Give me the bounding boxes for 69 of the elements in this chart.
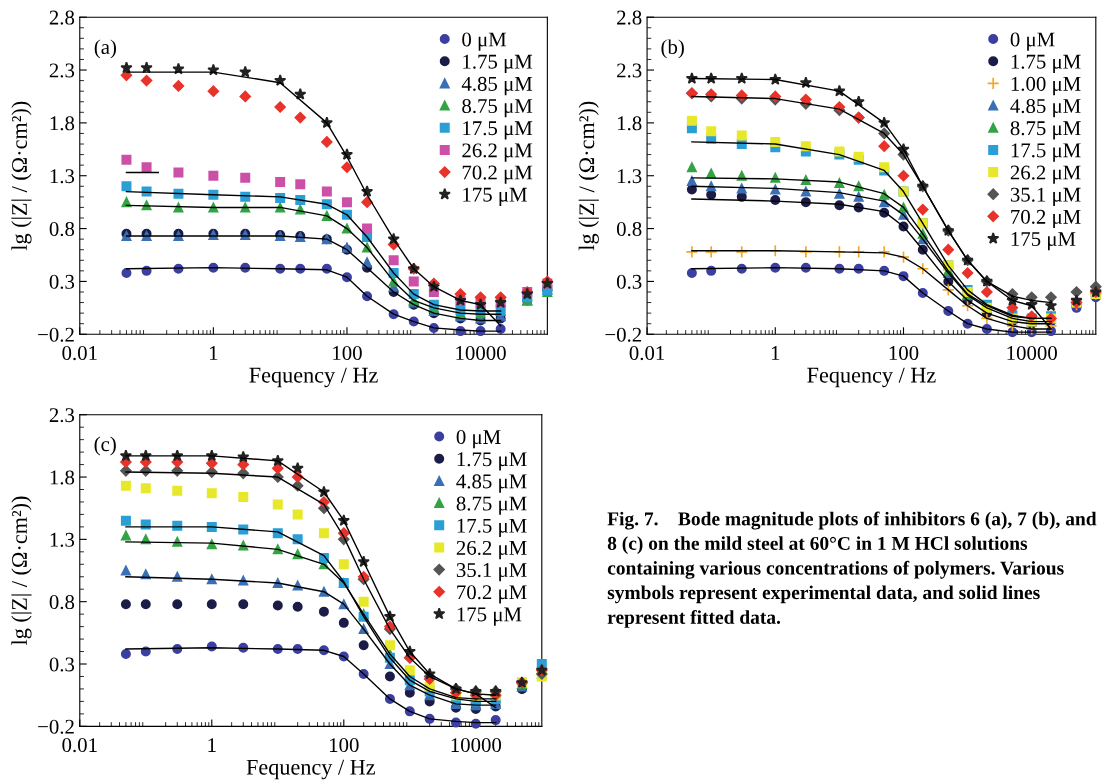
y-tick-label: 0.3 (49, 274, 75, 289)
legend-label: 26.2 μM (462, 143, 533, 162)
legend-label: 8.75 μM (462, 98, 533, 118)
legend-label: 1.75 μM (1011, 54, 1081, 73)
x-tick-label: 100 (330, 738, 359, 753)
annotation: (a) (94, 39, 117, 59)
legend-label: 1.75 μM (457, 452, 527, 471)
x-tick-label: 1 (209, 346, 218, 360)
legend-label: 175 μM (463, 187, 527, 206)
legend-label: 0 μM (1010, 32, 1055, 51)
y-tick-label: 2.3 (49, 408, 75, 423)
legend-label: 0 μM (456, 430, 501, 449)
y-tick-label: 1.8 (50, 470, 75, 485)
x-tick-label: 100 (889, 345, 919, 361)
x-axis-title: Fequency / Hz (249, 367, 378, 388)
legend-label: 4.85 μM (1010, 98, 1081, 118)
x-tick-label: 0.01 (629, 345, 665, 361)
y-tick-label: 0.3 (616, 274, 642, 289)
y-axis-title: lg (|Z| / (Ω·cm²)) (11, 101, 32, 251)
legend-label: 175 μM (457, 607, 522, 626)
y-tick-label: 1.3 (618, 169, 642, 184)
y-axis-title: lg (|Z| / (Ω·cm²)) (11, 496, 32, 646)
legend-label: 1.00 μM (1011, 76, 1081, 96)
legend-label: 175 μM (1011, 232, 1076, 251)
y-tick-label: 2.8 (617, 10, 642, 25)
legend-label: 1.75 μM (463, 54, 533, 73)
legend-label: 17.5 μM (457, 518, 527, 537)
y-tick-label: −0.2 (605, 327, 642, 342)
annotation: (c) (94, 436, 116, 456)
legend-label: 8.75 μM (1010, 121, 1081, 140)
y-tick-label: 0.8 (49, 221, 75, 237)
legend-label: 4.85 μM (461, 76, 533, 96)
legend-label: 35.1 μM (456, 563, 527, 582)
x-tick-label: 1 (208, 738, 216, 752)
x-tick-label: 0.01 (62, 738, 97, 753)
y-tick-label: 0.3 (49, 657, 75, 672)
legend-label: 17.5 μM (1011, 143, 1081, 162)
y-tick-label: 0.8 (49, 595, 75, 610)
y-tick-label: −0.2 (38, 719, 74, 734)
x-tick-label: 100 (333, 345, 362, 361)
legend-label: 26.2 μM (456, 540, 527, 560)
x-axis-title: Fequency / Hz (807, 367, 936, 388)
y-tick-label: 2.3 (617, 63, 642, 78)
legend-label: 26.2 μM (1010, 165, 1081, 184)
y-tick-label: 1.3 (50, 169, 75, 184)
y-axis-title: lg (|Z| / (Ω·cm²)) (578, 101, 599, 251)
legend-label: 70.2 μM (462, 165, 533, 184)
y-tick-label: 1.3 (50, 532, 75, 547)
x-tick-label: 1 (771, 346, 780, 360)
y-tick-label: 2.8 (49, 10, 75, 25)
y-tick-label: 2.3 (49, 63, 75, 78)
legend-label: 70.2 μM (457, 585, 527, 604)
caption: Fig. 7. Bode magnitude plots of inhibitors 6 (a), 7 (b), and 8 (c) on the mild steel at 60°C in 1 M HCl solutions containing various concentrations of polymers. Various symbols represent experimental data, and solid lines represent fitted data. (607, 511, 1097, 628)
annotation: (b) (661, 39, 684, 59)
legend-label: 0 μM (462, 32, 507, 51)
legend-label: 70.2 μM (1011, 209, 1081, 229)
x-tick-label: 10000 (456, 345, 506, 361)
y-tick-label: −0.2 (38, 327, 74, 342)
x-tick-label: 10000 (1007, 345, 1057, 361)
x-tick-label: 0.01 (62, 345, 97, 361)
y-tick-label: 1.8 (618, 116, 642, 131)
y-tick-label: 1.8 (50, 116, 75, 131)
x-axis-title: Fequency / Hz (246, 759, 375, 780)
y-tick-label: 0.8 (616, 221, 642, 237)
legend-label: 4.85 μM (456, 474, 527, 493)
legend-label: 8.75 μM (456, 496, 527, 515)
legend-label: 35.1 μM (1010, 187, 1081, 206)
legend-label: 17.5 μM (463, 121, 533, 140)
x-tick-label: 10000 (451, 738, 502, 753)
